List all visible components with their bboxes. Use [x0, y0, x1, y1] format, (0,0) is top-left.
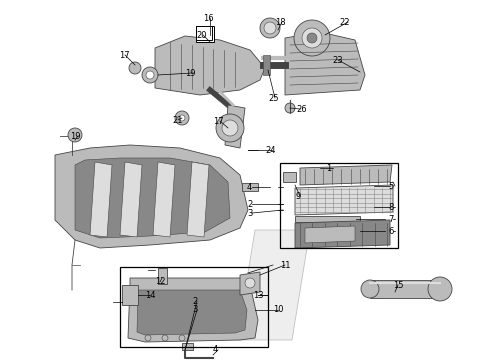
Bar	[370, 280, 440, 298]
Text: 21: 21	[172, 116, 182, 125]
Polygon shape	[155, 36, 265, 95]
Bar	[280, 163, 398, 248]
Polygon shape	[305, 226, 355, 243]
Polygon shape	[182, 343, 193, 350]
Text: 11: 11	[280, 261, 291, 270]
Bar	[120, 267, 268, 347]
Text: 8: 8	[388, 202, 393, 212]
Text: 23: 23	[332, 55, 343, 64]
Polygon shape	[122, 285, 138, 305]
Text: 25: 25	[268, 94, 278, 103]
Circle shape	[162, 335, 168, 341]
Polygon shape	[242, 183, 258, 191]
Text: 18: 18	[275, 18, 286, 27]
Text: 6: 6	[388, 226, 393, 235]
Circle shape	[264, 22, 276, 34]
Polygon shape	[240, 272, 260, 295]
Circle shape	[245, 278, 255, 288]
Circle shape	[294, 20, 330, 56]
Circle shape	[175, 111, 189, 125]
Circle shape	[285, 103, 295, 113]
Polygon shape	[295, 216, 360, 222]
Circle shape	[307, 33, 317, 43]
Text: 3: 3	[192, 306, 197, 315]
Polygon shape	[137, 290, 247, 335]
Polygon shape	[75, 158, 230, 238]
Bar	[196, 26, 212, 40]
Polygon shape	[295, 185, 393, 215]
Circle shape	[222, 120, 238, 136]
Text: 4: 4	[247, 183, 252, 192]
Polygon shape	[295, 220, 390, 248]
Polygon shape	[283, 172, 296, 182]
Polygon shape	[120, 162, 142, 237]
Circle shape	[129, 62, 141, 74]
Text: 2: 2	[192, 297, 197, 306]
Text: 17: 17	[213, 117, 223, 126]
Text: 2: 2	[247, 199, 252, 208]
Text: 20: 20	[196, 31, 206, 40]
Text: 9: 9	[295, 192, 300, 201]
Text: 13: 13	[253, 291, 264, 300]
Polygon shape	[158, 268, 167, 284]
Text: 17: 17	[119, 50, 130, 59]
Text: 19: 19	[185, 68, 196, 77]
Polygon shape	[263, 55, 270, 75]
Polygon shape	[300, 165, 392, 185]
Text: 5: 5	[388, 181, 393, 190]
Text: 26: 26	[296, 104, 307, 113]
Circle shape	[146, 71, 154, 79]
Text: 12: 12	[155, 278, 166, 287]
Text: 1: 1	[326, 163, 331, 172]
Circle shape	[216, 114, 244, 142]
Text: 15: 15	[393, 280, 403, 289]
Circle shape	[145, 335, 151, 341]
Polygon shape	[90, 162, 112, 237]
Text: 14: 14	[145, 291, 155, 300]
Polygon shape	[225, 105, 245, 148]
Polygon shape	[285, 32, 365, 95]
Circle shape	[68, 128, 82, 142]
Circle shape	[302, 28, 322, 48]
Polygon shape	[153, 162, 175, 237]
Polygon shape	[187, 162, 209, 237]
Circle shape	[142, 67, 158, 83]
Text: 24: 24	[265, 145, 275, 154]
Text: 19: 19	[70, 131, 80, 140]
Text: 3: 3	[247, 208, 252, 217]
Text: 16: 16	[203, 14, 214, 23]
Polygon shape	[55, 145, 248, 248]
Polygon shape	[237, 230, 310, 340]
Circle shape	[179, 335, 185, 341]
Text: 7: 7	[388, 215, 393, 224]
Circle shape	[179, 115, 185, 121]
Text: 4: 4	[213, 346, 218, 355]
Circle shape	[361, 280, 379, 298]
Circle shape	[260, 18, 280, 38]
Bar	[196, 26, 214, 42]
Polygon shape	[128, 278, 258, 342]
Circle shape	[428, 277, 452, 301]
Text: 22: 22	[339, 18, 349, 27]
Text: 10: 10	[273, 306, 284, 315]
